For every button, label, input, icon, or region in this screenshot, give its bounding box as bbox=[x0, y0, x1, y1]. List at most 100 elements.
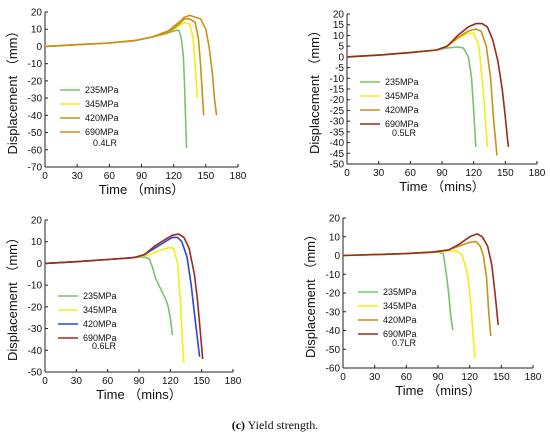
y-tick-label: -50 bbox=[28, 368, 43, 379]
x-tick-label: 60 bbox=[102, 376, 114, 387]
y-tick-label: 20 bbox=[31, 216, 43, 227]
caption-label: (c) bbox=[231, 418, 246, 432]
y-tick-label: -10 bbox=[28, 281, 43, 292]
x-tick-label: 30 bbox=[71, 376, 83, 387]
legend-label: 345MPa bbox=[385, 91, 419, 101]
y-tick-label: -20 bbox=[330, 95, 345, 106]
y-tick-label: -30 bbox=[28, 94, 43, 105]
y-tick-label: -20 bbox=[326, 289, 341, 300]
legend-label: 235MPa bbox=[385, 77, 419, 87]
x-tick-label: 30 bbox=[373, 168, 385, 179]
x-tick-label: 150 bbox=[497, 168, 514, 179]
legend-label: 235MPa bbox=[383, 287, 417, 297]
legend-label: 690MPa bbox=[385, 119, 419, 129]
y-tick-label: -50 bbox=[330, 160, 345, 171]
x-tick-label: 60 bbox=[405, 168, 417, 179]
load-ratio-label: 0.4LR bbox=[93, 138, 118, 148]
y-tick-label: -40 bbox=[326, 326, 341, 337]
x-axis-label: Time （mins） bbox=[399, 179, 484, 194]
y-tick-label: -20 bbox=[28, 76, 43, 87]
legend-label: 690MPa bbox=[383, 329, 417, 339]
y-tick-label: -45 bbox=[330, 149, 345, 160]
figure-caption: (c) Yield strength. bbox=[0, 418, 550, 433]
caption-text: Yield strength. bbox=[247, 418, 319, 432]
y-tick-label: -70 bbox=[28, 163, 43, 174]
y-axis-label: Displacement （mm） bbox=[5, 24, 20, 154]
x-tick-label: 120 bbox=[465, 168, 482, 179]
x-tick-label: 150 bbox=[193, 376, 210, 387]
load-ratio-label: 0.6LR bbox=[92, 341, 117, 351]
y-tick-label: -10 bbox=[330, 74, 345, 85]
y-axis-label: Displacement （mm） bbox=[307, 24, 322, 154]
y-tick-label: 10 bbox=[329, 232, 341, 243]
x-tick-label: 180 bbox=[525, 372, 542, 383]
y-tick-label: -40 bbox=[28, 346, 43, 357]
legend-label: 690MPa bbox=[83, 333, 117, 343]
y-tick-label: 15 bbox=[333, 20, 345, 31]
x-axis-label: Time （mins） bbox=[99, 182, 184, 197]
legend-label: 420MPa bbox=[85, 113, 119, 123]
x-tick-label: 120 bbox=[461, 372, 478, 383]
x-tick-label: 120 bbox=[162, 376, 179, 387]
y-tick-label: -50 bbox=[326, 345, 341, 356]
load-ratio-label: 0.7LR bbox=[392, 338, 417, 348]
x-axis-label: Time （mins） bbox=[96, 387, 181, 402]
y-tick-label: -5 bbox=[335, 63, 344, 74]
y-tick-label: 0 bbox=[36, 42, 42, 53]
y-tick-label: -20 bbox=[28, 302, 43, 313]
x-tick-label: 0 bbox=[42, 171, 48, 182]
legend-label: 420MPa bbox=[383, 315, 417, 325]
series-line-690MPa bbox=[346, 22, 510, 148]
series-line-345MPa bbox=[44, 21, 199, 99]
legend-label: 690MPa bbox=[85, 127, 119, 137]
series-line-690MPa bbox=[44, 14, 218, 116]
x-tick-label: 30 bbox=[369, 372, 381, 383]
y-tick-label: 5 bbox=[338, 42, 344, 53]
legend-label: 420MPa bbox=[385, 105, 419, 115]
legend-label: 235MPa bbox=[83, 291, 117, 301]
series-line-690MPa bbox=[44, 233, 204, 360]
x-tick-label: 120 bbox=[165, 171, 182, 182]
y-axis-label: Displacement （mm） bbox=[5, 231, 20, 361]
y-tick-label: 0 bbox=[334, 251, 340, 262]
x-tick-label: 180 bbox=[225, 376, 242, 387]
y-tick-label: 0 bbox=[338, 52, 344, 63]
legend-label: 235MPa bbox=[85, 85, 119, 95]
y-tick-label: 10 bbox=[31, 25, 43, 36]
x-tick-label: 60 bbox=[401, 372, 413, 383]
y-tick-label: -10 bbox=[326, 270, 341, 281]
x-tick-label: 150 bbox=[197, 171, 214, 182]
y-tick-label: -30 bbox=[326, 307, 341, 318]
x-tick-label: 180 bbox=[529, 168, 546, 179]
y-tick-label: -60 bbox=[326, 364, 341, 375]
x-tick-label: 0 bbox=[344, 168, 350, 179]
y-tick-label: -40 bbox=[28, 111, 43, 122]
x-tick-label: 0 bbox=[42, 376, 48, 387]
y-tick-label: -15 bbox=[330, 85, 345, 96]
x-axis-label: Time （mins） bbox=[395, 383, 480, 398]
y-axis-label: Displacement （mm） bbox=[303, 228, 318, 358]
x-tick-label: 90 bbox=[136, 171, 148, 182]
x-tick-label: 0 bbox=[340, 372, 346, 383]
y-tick-label: -30 bbox=[330, 117, 345, 128]
x-tick-label: 90 bbox=[133, 376, 145, 387]
series-line-690MPa bbox=[342, 233, 499, 325]
y-tick-label: -25 bbox=[330, 106, 345, 117]
legend-label: 420MPa bbox=[83, 319, 117, 329]
x-tick-label: 180 bbox=[230, 171, 247, 182]
x-tick-label: 150 bbox=[493, 372, 510, 383]
y-tick-label: -50 bbox=[28, 128, 43, 139]
x-tick-label: 90 bbox=[432, 372, 444, 383]
y-tick-label: 20 bbox=[329, 214, 341, 225]
y-tick-label: -30 bbox=[28, 324, 43, 335]
load-ratio-label: 0.5LR bbox=[392, 128, 417, 138]
legend-label: 345MPa bbox=[85, 99, 119, 109]
y-tick-label: -10 bbox=[28, 59, 43, 70]
y-tick-label: -40 bbox=[330, 138, 345, 149]
series-line-420MPa bbox=[44, 236, 201, 357]
y-tick-label: 20 bbox=[31, 8, 43, 19]
